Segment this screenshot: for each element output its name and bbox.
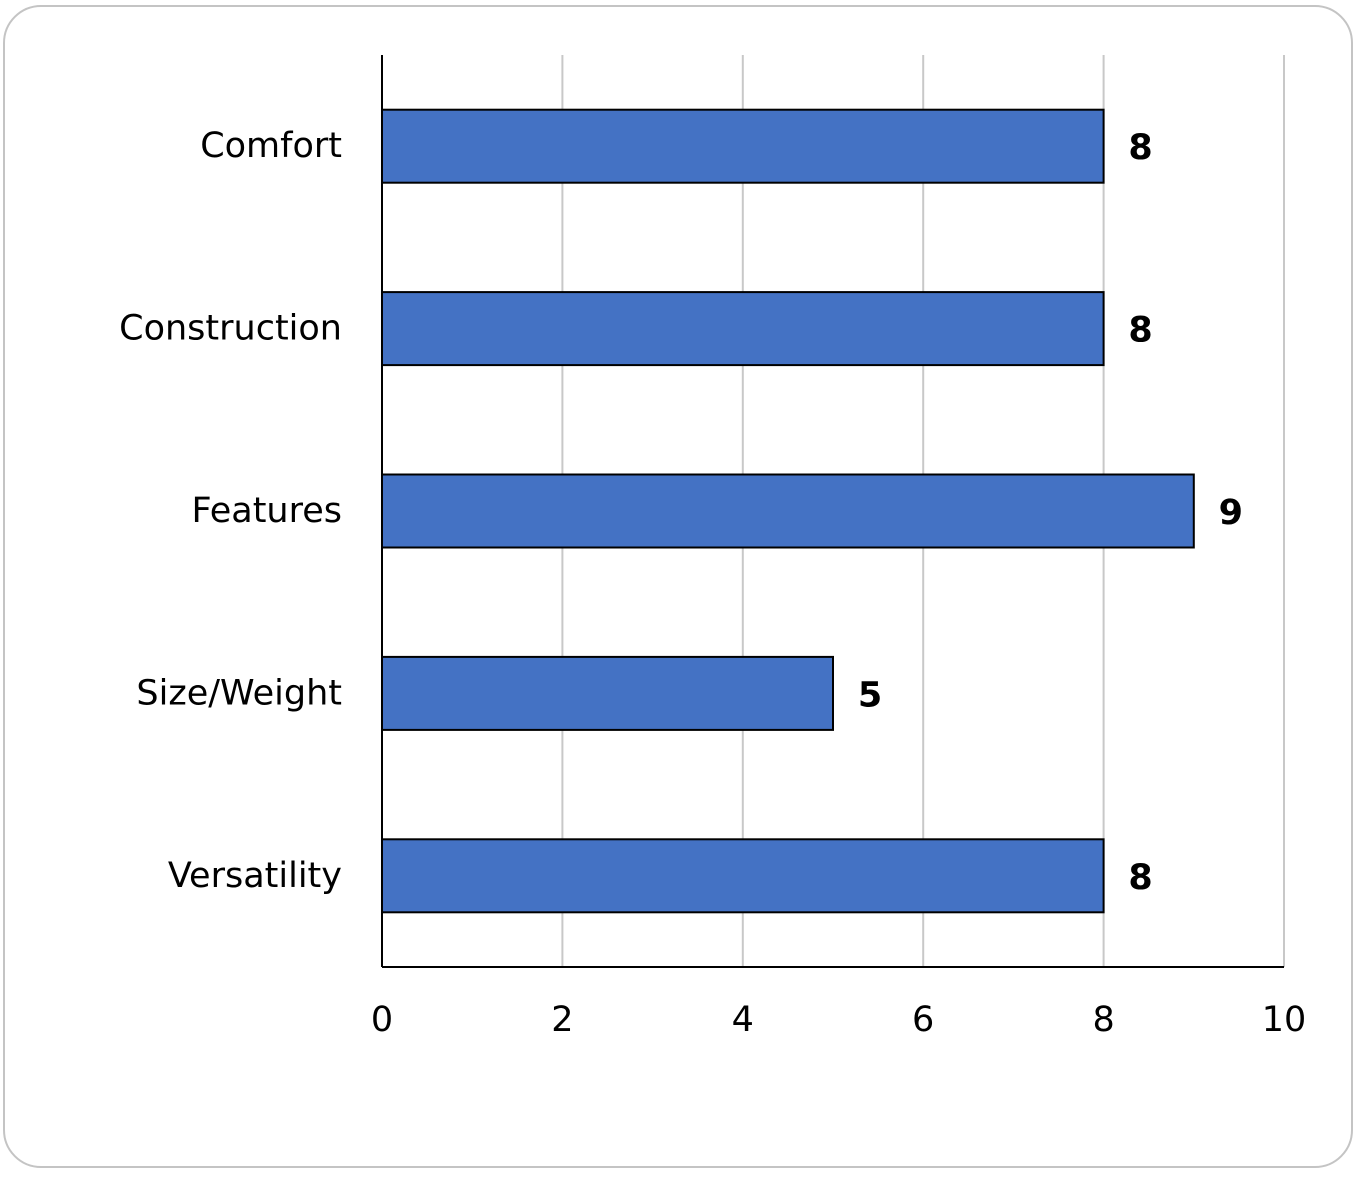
category-label-comfort: Comfort <box>200 126 342 166</box>
x-tick-label-0: 0 <box>371 1000 393 1040</box>
data-label-size-weight: 5 <box>858 675 882 715</box>
axes-layer <box>381 55 1284 968</box>
category-label-features: Features <box>192 491 343 531</box>
x-tick-label-6: 6 <box>912 1000 934 1040</box>
labels-layer: Comfort 8 Construction 8 Features 9 Size/Weigh… <box>119 126 1306 1040</box>
category-label-size-weight: Size/Weight <box>136 673 342 713</box>
bar-construction <box>381 291 1105 367</box>
x-tick-label-2: 2 <box>551 1000 573 1040</box>
category-label-versatility: Versatility <box>168 856 342 896</box>
x-tick-label-4: 4 <box>732 1000 754 1040</box>
chart-card <box>3 5 1353 1168</box>
x-tick-label-8: 8 <box>1092 1000 1114 1040</box>
data-label-construction: 8 <box>1128 311 1152 351</box>
data-label-comfort: 8 <box>1128 128 1152 168</box>
bar-features <box>381 473 1195 549</box>
category-label-construction: Construction <box>119 309 342 349</box>
bars-layer <box>381 108 1195 914</box>
x-tick-label-10: 10 <box>1262 1000 1307 1040</box>
bar-versatility <box>381 838 1105 914</box>
bar-comfort <box>381 108 1105 184</box>
data-label-versatility: 8 <box>1128 858 1152 898</box>
bar-size-weight <box>381 655 834 731</box>
data-label-features: 9 <box>1219 493 1243 533</box>
